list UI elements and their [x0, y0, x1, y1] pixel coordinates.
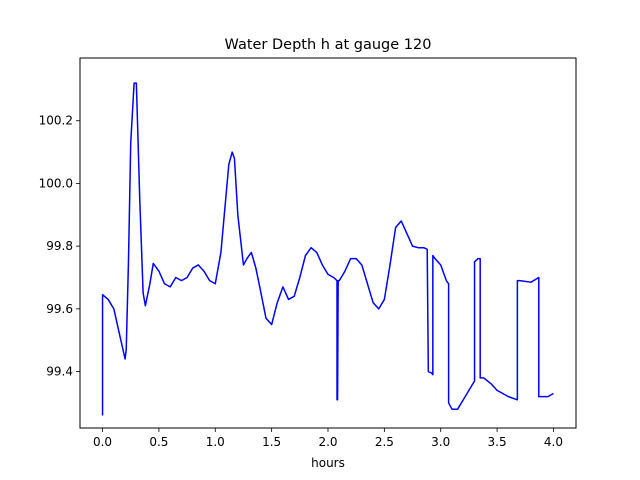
y-tick-label: 99.8 — [46, 239, 73, 253]
x-tick-label: 0.5 — [149, 435, 168, 449]
series-line-water-depth — [101, 82, 554, 416]
x-tick-label: 4.0 — [544, 435, 563, 449]
y-axis: 99.4 99.6 99.8 100.0 100.2 — [39, 114, 80, 379]
y-tick-label: 99.4 — [46, 365, 73, 379]
x-tick-label: 2.5 — [375, 435, 394, 449]
x-tick-label: 2.0 — [318, 435, 337, 449]
x-tick-label: 3.0 — [431, 435, 450, 449]
x-axis: 0.0 0.5 1.0 1.5 2.0 2.5 3.0 3.5 4.0 — [93, 428, 563, 449]
y-tick-label: 99.6 — [46, 302, 73, 316]
x-tick-label: 3.5 — [488, 435, 507, 449]
x-tick-label: 1.5 — [262, 435, 281, 449]
x-axis-label: hours — [311, 456, 345, 470]
chart-title: Water Depth h at gauge 120 — [225, 37, 432, 53]
y-tick-label: 100.0 — [39, 176, 73, 190]
y-tick-label: 100.2 — [39, 114, 73, 128]
x-tick-label: 1.0 — [206, 435, 225, 449]
x-tick-label: 0.0 — [93, 435, 112, 449]
